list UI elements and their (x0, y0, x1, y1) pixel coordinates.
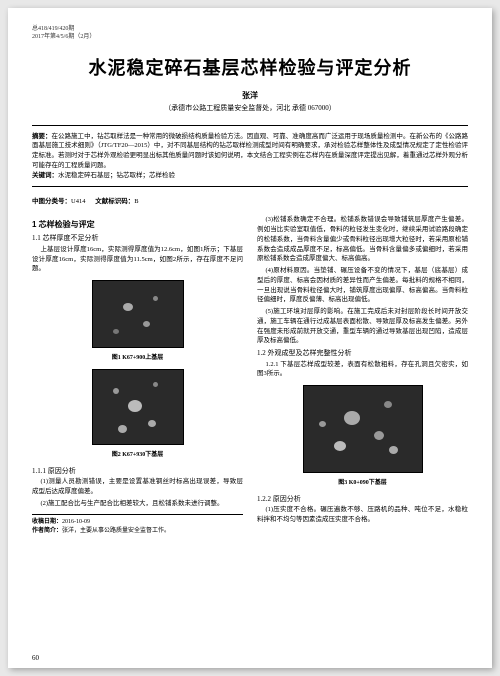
figure-1-image (92, 280, 184, 348)
doccode-val: B (134, 198, 138, 205)
para-r1: (3)松铺系数确定不合理。松铺系数错误会导致铺筑层厚度产生偏差。例如当比实验室取… (257, 215, 468, 264)
figure-1-caption: 图1 K67+900上基层 (32, 354, 243, 363)
section-1-2-1: 1.2.1 下基层芯样成型较差，表面有松散粗料，存在孔洞且欠密实，如图3所示。 (257, 360, 468, 380)
abstract-block: 摘要：在公路施工中，钻芯取样法是一种常用的微破损结构质量检验方法。因直观、可靠、… (32, 125, 468, 188)
figure-3-caption: 图3 K0+090下基层 (257, 479, 468, 488)
figure-1: 图1 K67+900上基层 (32, 280, 243, 363)
footer-block: 收稿日期：2016-10-09 作者简介：张洋，主要从事公路质量安全监督工作。 (32, 514, 243, 535)
footer-author-val: 张洋，主要从事公路质量安全监督工作。 (62, 528, 170, 534)
header-meta: 总418/419/420期 2017年第4/5/6期（2月） (32, 26, 468, 42)
affiliation: （承德市公路工程质量安全监督处，河北 承德 067000） (32, 103, 468, 113)
left-column: 1 芯样检验与评定 1.1 芯样厚度不足分析 上基层设计厚度16cm，实际测得厚… (32, 215, 243, 535)
figure-3-image (303, 385, 423, 473)
section-1: 1 芯样检验与评定 (32, 219, 243, 231)
abstract-label: 摘要： (32, 133, 52, 140)
page: 总418/419/420期 2017年第4/5/6期（2月） 水泥稳定碎石基层芯… (8, 8, 492, 668)
footer-author-label: 作者简介： (32, 528, 62, 534)
para-r3: (5)施工环境对层厚的影响。在施工完成后未对封层阶段长时间开放交通，施工车辆在通… (257, 307, 468, 346)
para-l3: (2)施工配合比与生产配合比相差较大，且松铺系数未进行调整。 (32, 499, 243, 509)
section-1-1: 1.1 芯样厚度不足分析 (32, 233, 243, 244)
paper-title: 水泥稳定碎石基层芯样检验与评定分析 (32, 54, 468, 80)
para-r2: (4)原材料原因。当垫铺、碾压设备不变的情况下，基层（底基层）成型后的厚度、标高… (257, 266, 468, 305)
doccode-label: 文献标识码： (95, 198, 134, 205)
classno-val: U414 (71, 198, 85, 205)
figure-2-image (92, 369, 184, 445)
para-l2: (1)测量人员勘测错误，主要是设置基准钢丝时标高出现误差，导致层成型后达成厚度偏… (32, 477, 243, 497)
footer-author: 作者简介：张洋，主要从事公路质量安全监督工作。 (32, 527, 243, 535)
classification-line: 中图分类号：U414 文献标识码：B (32, 195, 468, 205)
body-columns: 1 芯样检验与评定 1.1 芯样厚度不足分析 上基层设计厚度16cm，实际测得厚… (32, 215, 468, 535)
keywords-label: 关键词： (32, 172, 58, 179)
footer-date: 收稿日期：2016-10-09 (32, 518, 243, 526)
classno-label: 中图分类号： (32, 198, 71, 205)
para-r4: (1)压实度不合格。碾压遍数不够、压路机的品种、吨位不足，水稳粒料拌和不均匀等因… (257, 505, 468, 525)
keywords-body: 水泥稳定碎石基层；钻芯取样；芯样检验 (58, 172, 175, 179)
footer-date-label: 收稿日期： (32, 519, 62, 525)
section-1-2-2: 1.2.2 原因分析 (257, 494, 468, 505)
figure-3: 图3 K0+090下基层 (257, 385, 468, 488)
abstract-body: 在公路施工中，钻芯取样法是一种常用的微破损结构质量检验方法。因直观、可靠、准确度… (32, 133, 468, 169)
issue-top: 总418/419/420期 (32, 26, 468, 34)
issue-date: 2017年第4/5/6期（2月） (32, 34, 468, 42)
para-l1: 上基层设计厚度16cm，实际测得厚度值为12.6cm，如图1所示；下基层设计厚度… (32, 245, 243, 274)
keywords-text: 关键词：水泥稳定碎石基层；钻芯取样；芯样检验 (32, 171, 468, 181)
abstract-text: 摘要：在公路施工中，钻芯取样法是一种常用的微破损结构质量检验方法。因直观、可靠、… (32, 132, 468, 171)
author: 张洋 (32, 90, 468, 101)
figure-2-caption: 图2 K67+930下基层 (32, 451, 243, 460)
page-number: 60 (32, 654, 39, 662)
right-column: (3)松铺系数确定不合理。松铺系数错误会导致铺筑层厚度产生偏差。例如当比实验室取… (257, 215, 468, 535)
section-1-2: 1.2 外观成型及芯样完整性分析 (257, 348, 468, 359)
figure-2: 图2 K67+930下基层 (32, 369, 243, 460)
footer-date-val: 2016-10-09 (62, 519, 90, 525)
section-1-1-1: 1.1.1 原因分析 (32, 466, 243, 477)
